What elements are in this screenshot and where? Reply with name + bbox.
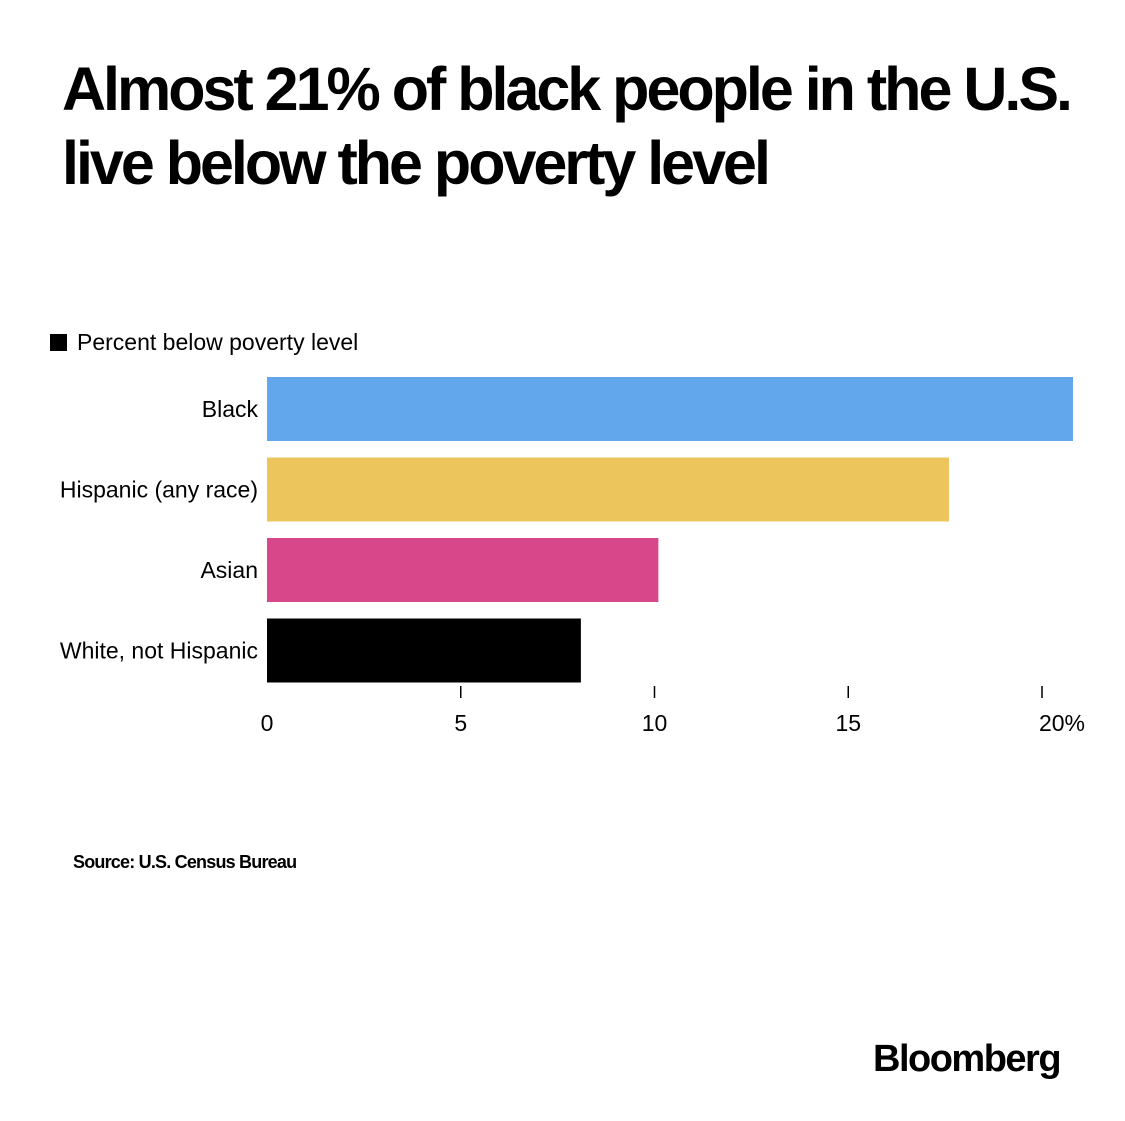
tick-label: 0 xyxy=(261,710,274,736)
bar xyxy=(267,618,581,683)
category-label: Asian xyxy=(200,557,258,583)
bar xyxy=(267,377,1073,441)
category-label: Black xyxy=(202,396,259,422)
tick-label: 10 xyxy=(642,710,668,736)
tick-label: 20% xyxy=(1039,710,1085,736)
chart-title: Almost 21% of black people in the U.S. l… xyxy=(62,55,1073,197)
legend-swatch xyxy=(50,334,67,351)
category-label: White, not Hispanic xyxy=(60,638,258,664)
tick-label: 5 xyxy=(454,710,467,736)
tick-label: 15 xyxy=(835,710,861,736)
category-label: Hispanic (any race) xyxy=(60,477,258,503)
bar xyxy=(267,457,949,522)
bar xyxy=(267,538,659,602)
legend: Percent below poverty level xyxy=(50,329,358,356)
bloomberg-logo: Bloomberg xyxy=(873,1038,1062,1080)
legend-label: Percent below poverty level xyxy=(77,329,359,355)
source-note: Source: U.S. Census Bureau xyxy=(73,852,297,872)
